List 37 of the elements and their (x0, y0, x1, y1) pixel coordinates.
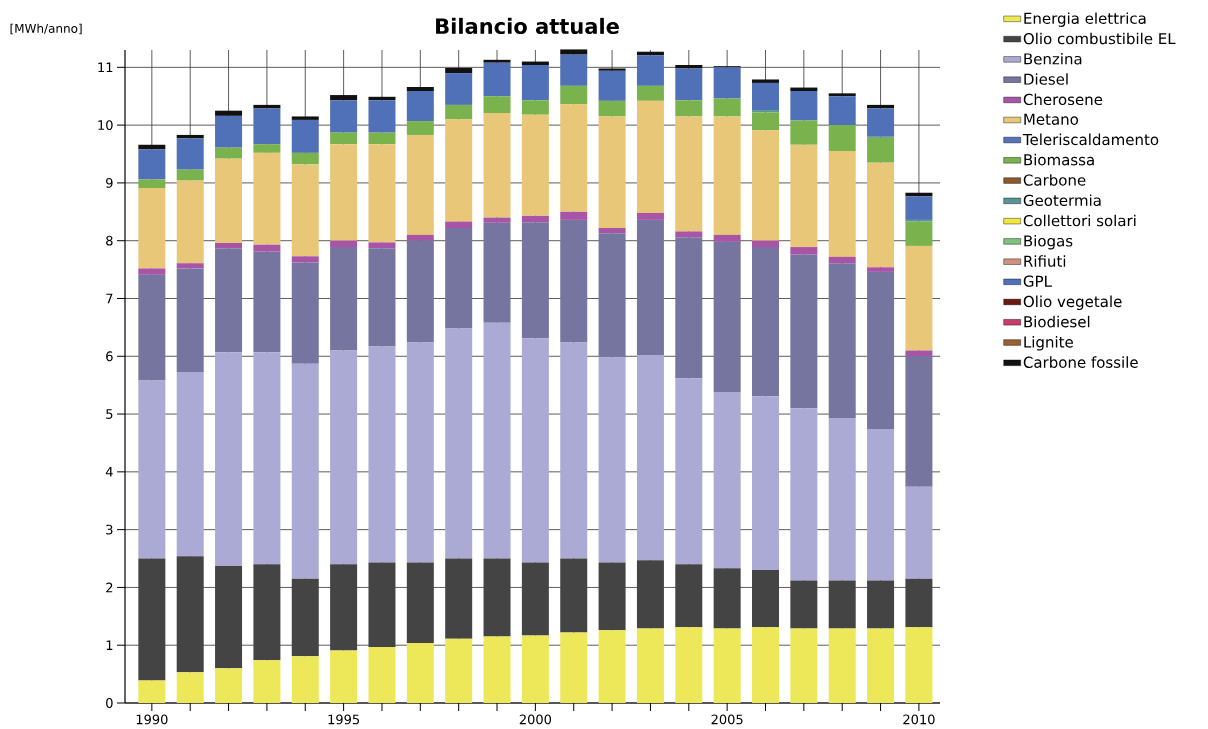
legend-label: Metano (1024, 113, 1079, 125)
legend-label: Benzina (1024, 52, 1082, 65)
y-tick-label: 0 (106, 698, 113, 708)
y-tick-label: 9 (106, 177, 113, 188)
y-tick-label: 11 (98, 62, 113, 73)
legend-label: Carbone (1023, 174, 1086, 186)
y-tick-label: 3 (106, 524, 113, 535)
x-tick-label: 2000 (519, 714, 552, 725)
chart-title: Bilancio attuale (436, 17, 619, 35)
legend-label: Rifiuti (1024, 255, 1066, 267)
legend-label: GPL (1023, 275, 1052, 287)
y-tick-label: 4 (105, 467, 113, 477)
legend-label: Biogas (1024, 234, 1073, 250)
y-tick-label: 8 (106, 235, 113, 246)
legend-label: Collettori solari (1023, 214, 1136, 227)
legend-label: Cherosene (1023, 93, 1103, 106)
legend-label: Diesel (1024, 73, 1068, 85)
legend-label: Biodiesel (1024, 315, 1090, 328)
legend-label: Teleriscaldamento (1022, 133, 1159, 146)
y-axis-title: [MWh/anno] (10, 23, 82, 35)
legend-label: Olio combustibile EL (1023, 32, 1176, 45)
x-tick-label: 2005 (711, 714, 743, 725)
legend-label: Lignite (1024, 336, 1073, 351)
legend-label: Biomassa (1024, 153, 1094, 166)
legend-label: Carbone fossile (1023, 356, 1138, 368)
y-tick-label: 10 (98, 120, 113, 131)
legend-label: Olio vegetale (1023, 295, 1122, 311)
legend-label: Geotermia (1023, 194, 1101, 207)
y-tick-label: 2 (106, 582, 113, 593)
x-tick-label: 2010 (903, 714, 935, 725)
y-tick-label: 6 (106, 351, 113, 362)
legend-label: Energia elettrica (1024, 12, 1146, 27)
y-tick-label: 5 (106, 409, 113, 419)
y-tick-label: 1 (106, 640, 113, 650)
x-tick-label: 1995 (328, 714, 360, 725)
x-tick-label: 1990 (136, 714, 168, 725)
y-tick-label: 7 (106, 293, 113, 304)
